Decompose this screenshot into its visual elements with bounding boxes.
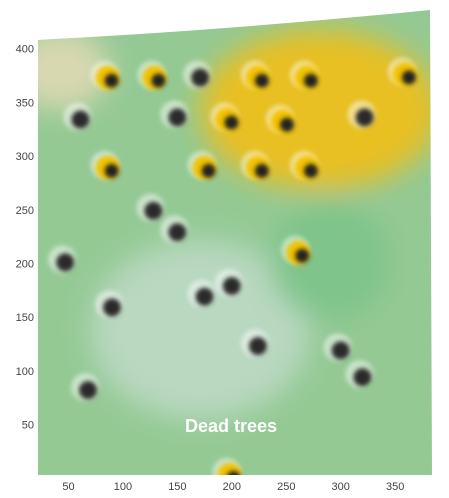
chart: Dead trees 50 100 150 200 250 300 350 50 100 150 2… xyxy=(0,0,449,493)
y-tick-label: 100 xyxy=(16,366,34,378)
x-tick-label: 300 xyxy=(332,481,350,493)
tree xyxy=(144,202,162,220)
y-tick-label: 150 xyxy=(16,312,34,324)
y-tick-label: 250 xyxy=(16,205,34,217)
tree xyxy=(168,223,186,241)
tree xyxy=(79,381,97,399)
surface xyxy=(10,0,440,487)
tree xyxy=(191,69,209,87)
tree xyxy=(196,288,214,306)
tree xyxy=(71,111,89,129)
tree-shadow xyxy=(105,74,119,88)
tree-shadow xyxy=(152,74,166,88)
tree-shadow xyxy=(402,71,416,85)
tree xyxy=(168,108,186,126)
tree-shadow xyxy=(280,118,294,132)
tree-shadow xyxy=(255,74,269,88)
tree-shadow xyxy=(304,164,318,178)
annotation: Dead trees xyxy=(185,416,277,436)
y-tick-label: 400 xyxy=(16,44,34,56)
tree xyxy=(56,253,74,271)
y-tick-label: 350 xyxy=(16,97,34,109)
tree xyxy=(103,299,121,317)
y-tick-label: 300 xyxy=(16,151,34,163)
tree-shadow xyxy=(304,74,318,88)
x-tick-label: 250 xyxy=(277,481,295,493)
x-tick-label: 100 xyxy=(114,481,132,493)
tree xyxy=(249,337,267,355)
tree-shadow xyxy=(105,164,119,178)
tree-shadow xyxy=(202,164,216,178)
tree-shadow xyxy=(224,116,238,130)
tree xyxy=(332,341,350,359)
y-tick-label: 50 xyxy=(22,420,34,432)
tree xyxy=(223,277,241,295)
tree-shadow xyxy=(295,249,309,263)
x-tick-label: 200 xyxy=(223,481,241,493)
x-tick-label: 350 xyxy=(386,481,404,493)
x-tick-label: 150 xyxy=(168,481,186,493)
tree-shadow xyxy=(255,164,269,178)
y-tick-label: 200 xyxy=(16,258,34,270)
x-tick-label: 50 xyxy=(62,481,74,493)
tree xyxy=(356,108,374,126)
tree xyxy=(353,368,371,386)
